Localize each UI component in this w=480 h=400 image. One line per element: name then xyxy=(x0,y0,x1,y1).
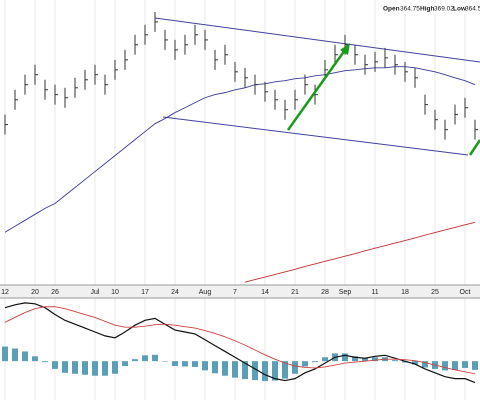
histogram-bar xyxy=(272,361,278,381)
histogram-bar xyxy=(232,361,238,378)
macd-line xyxy=(4,306,476,375)
histogram-bar xyxy=(442,361,448,371)
histogram-bar xyxy=(202,361,208,371)
histogram-bar xyxy=(172,361,178,366)
histogram-bar xyxy=(192,361,198,367)
histogram-bar xyxy=(452,361,458,370)
histogram-bar xyxy=(352,356,358,362)
arrow-head xyxy=(340,43,350,55)
histogram-bar xyxy=(302,361,308,367)
x-tick-label: 12 xyxy=(1,289,9,296)
histogram-bar xyxy=(292,361,298,374)
open-label: Open xyxy=(383,6,400,13)
x-tick-label: 7 xyxy=(233,289,237,296)
x-tick-label: 20 xyxy=(31,289,39,296)
x-tick-label: 10 xyxy=(111,289,119,296)
histogram-bar xyxy=(322,357,328,362)
marks xyxy=(2,11,478,384)
trend-arrow xyxy=(286,49,347,131)
histogram-bar xyxy=(282,361,288,379)
histogram-bar xyxy=(2,346,8,362)
x-tick-label: 25 xyxy=(431,289,439,296)
date-strip xyxy=(0,285,480,298)
histogram-bar xyxy=(262,361,268,382)
macd-line xyxy=(4,302,476,384)
high-label: High xyxy=(420,6,434,13)
x-tick-label: Aug xyxy=(199,289,212,296)
histogram-bar xyxy=(122,361,128,366)
histogram-bar xyxy=(72,361,78,374)
histogram-bar xyxy=(132,359,138,362)
histogram-bar xyxy=(412,361,418,365)
histogram-bar xyxy=(402,361,408,363)
histogram-bar xyxy=(242,361,248,380)
low-value: 364.52 xyxy=(465,6,480,13)
histogram-bar xyxy=(162,361,168,362)
histogram-bar xyxy=(252,361,258,381)
header-box xyxy=(378,3,480,14)
trend-arrow xyxy=(468,139,480,156)
x-tick-label: 26 xyxy=(51,289,59,296)
histogram-bar xyxy=(222,361,228,376)
histogram-bar xyxy=(52,361,58,369)
histogram-bar xyxy=(422,361,428,368)
x-tick-label: 17 xyxy=(141,289,149,296)
histogram-bar xyxy=(62,361,68,373)
x-tick-label: Sep xyxy=(339,289,352,296)
channel-lower xyxy=(162,116,469,156)
histogram-bar xyxy=(392,360,398,362)
histogram-bar xyxy=(152,354,158,362)
x-tick-label: 11 xyxy=(371,289,378,296)
histogram-bar xyxy=(312,361,318,363)
x-tick-label: 18 xyxy=(401,289,409,296)
histogram-bar xyxy=(362,358,368,362)
x-tick-label: Jul xyxy=(91,289,100,296)
x-tick-label: 21 xyxy=(291,289,299,296)
histogram-bar xyxy=(42,361,48,363)
channel-upper xyxy=(154,17,480,63)
x-tick-label: 24 xyxy=(171,289,179,296)
histogram-bar xyxy=(22,351,28,362)
open-value: 364.75 xyxy=(400,6,420,13)
moving-average xyxy=(4,66,476,233)
histogram-bar xyxy=(142,355,148,362)
histogram-bar xyxy=(462,361,468,368)
histogram-bar xyxy=(102,361,108,376)
x-tick-label: 28 xyxy=(321,289,329,296)
high-value: 369.02 xyxy=(434,6,454,13)
x-tick-label: 14 xyxy=(261,289,269,296)
histogram-bar xyxy=(12,348,18,362)
histogram-bar xyxy=(372,357,378,362)
histogram-bar xyxy=(32,356,38,362)
histogram-bar xyxy=(342,353,348,362)
histogram-bar xyxy=(92,361,98,376)
moving-average xyxy=(244,221,476,283)
histogram-bar xyxy=(212,361,218,374)
histogram-bar xyxy=(82,361,88,375)
histogram-bar xyxy=(182,361,188,367)
histogram-bar xyxy=(472,361,478,370)
x-tick-label: Oct xyxy=(460,289,471,296)
low-label: Low xyxy=(453,6,467,13)
histogram-bar xyxy=(112,361,118,374)
